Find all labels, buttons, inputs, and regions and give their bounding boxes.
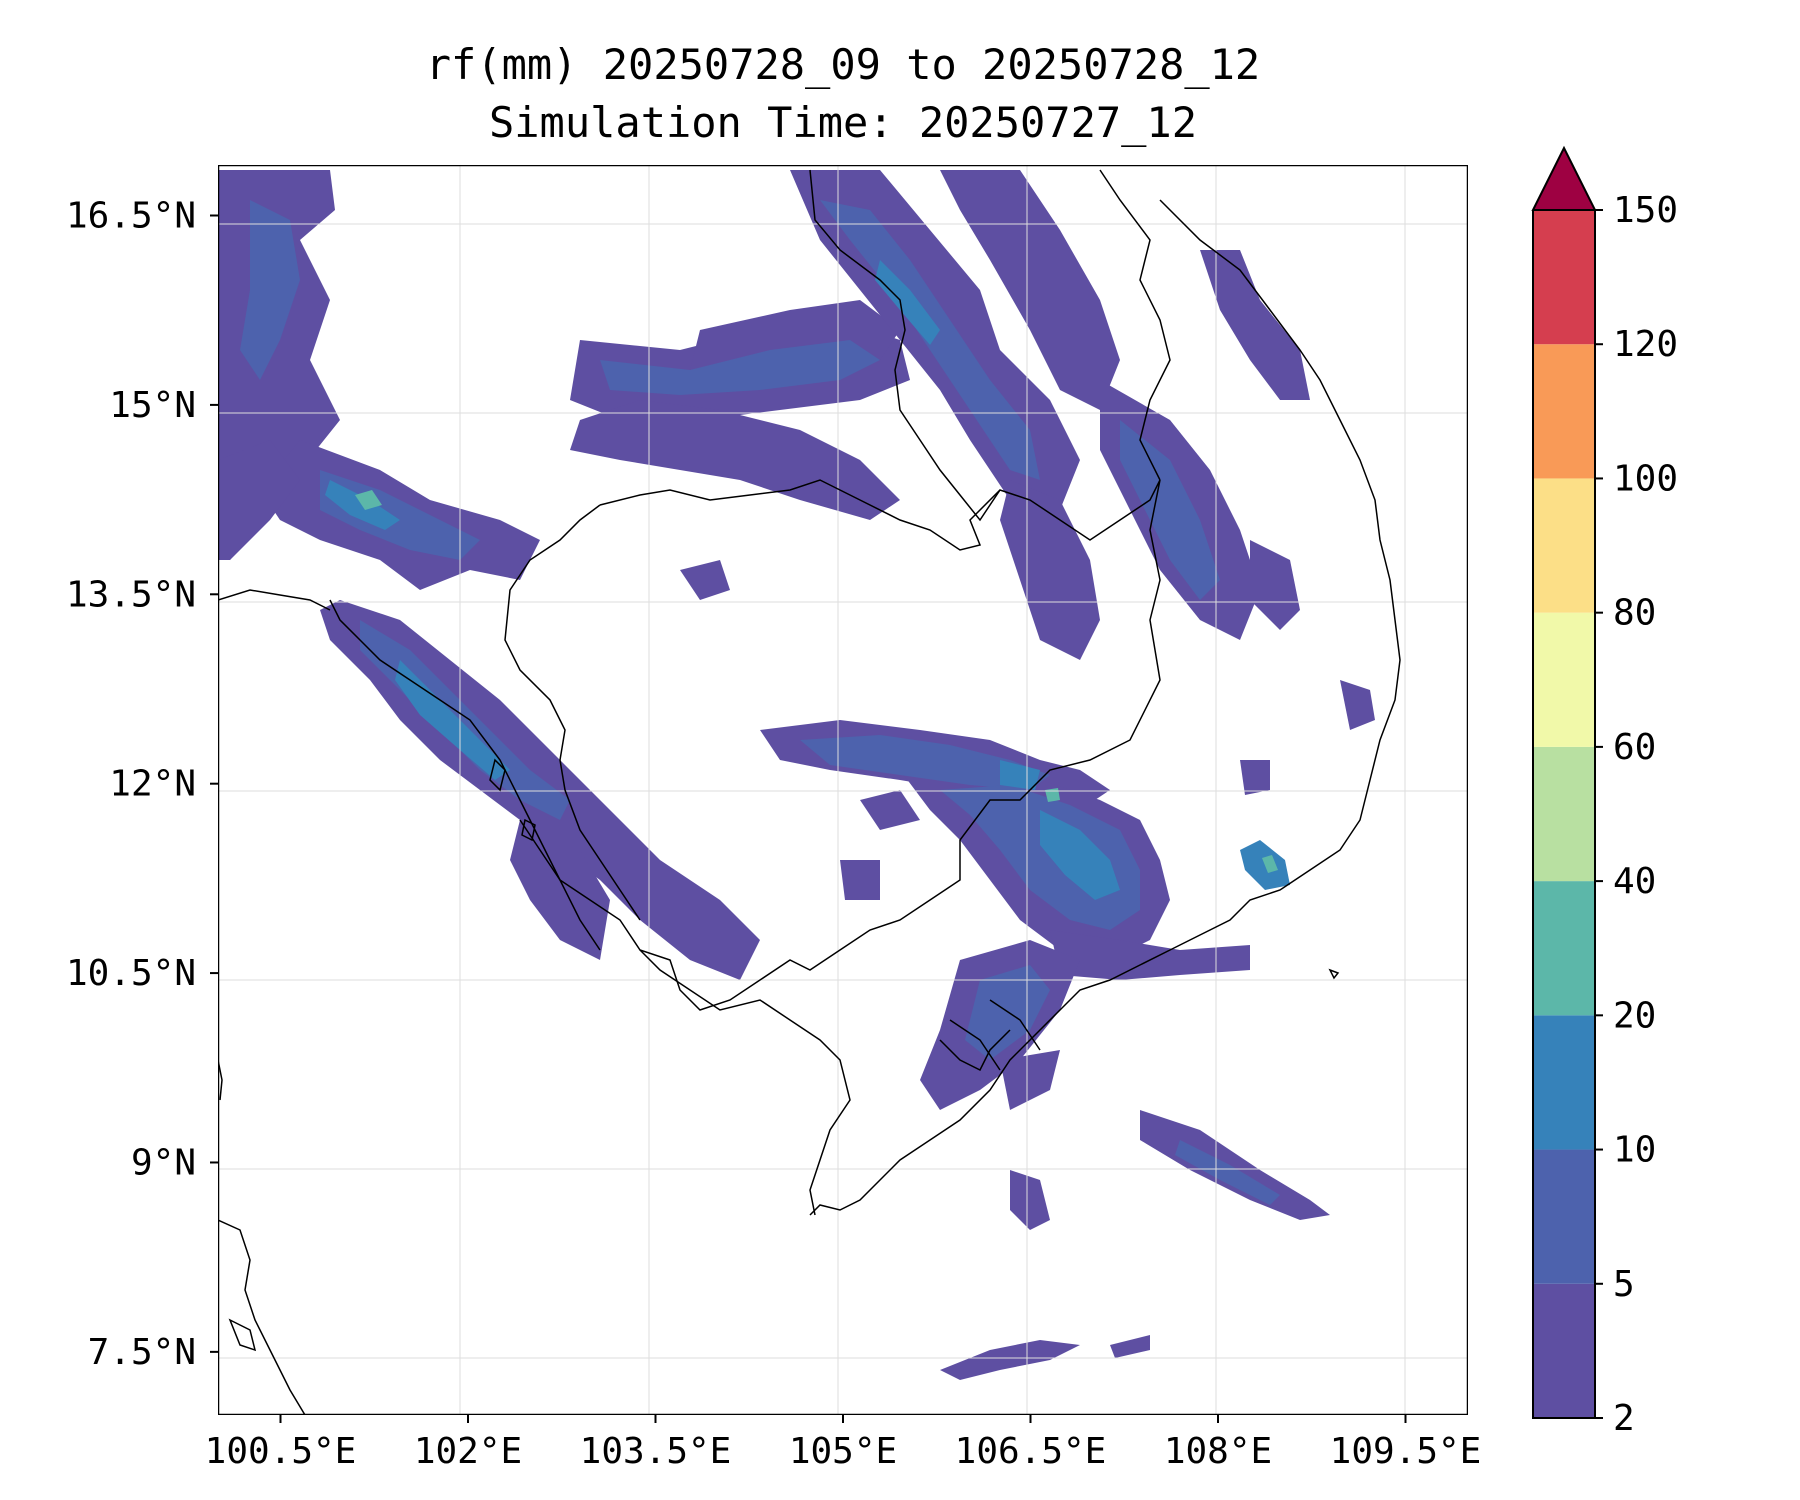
gulf-coast-cambodia	[639, 949, 851, 1216]
colorbar-tick-label: 40	[1613, 861, 1656, 902]
colorbar-tick-label: 150	[1613, 190, 1678, 231]
thailand-gulf-west	[218, 1219, 306, 1415]
rain-band-west-edge	[218, 440, 300, 560]
gulf-island-south	[228, 1318, 257, 1352]
rain-band-small-east-2	[1340, 680, 1375, 730]
rain-band-central-upper	[570, 400, 900, 520]
island-1	[489, 758, 506, 792]
y-tick-label: 12°N	[109, 764, 196, 805]
colorbar-tick-label: 60	[1613, 727, 1656, 768]
rain-band-sea-south-2	[1110, 1335, 1150, 1358]
rain-band-sea-small-1	[1010, 1170, 1050, 1230]
rain-peak-south	[1000, 760, 1040, 790]
map-subtitle: Simulation Time: 20250727_12	[488, 98, 1197, 147]
thailand-cambodia-border	[504, 504, 641, 921]
y-tick-label: 15°N	[109, 385, 196, 426]
colorbar-segment	[1533, 1015, 1595, 1150]
colorbar-tick-label: 120	[1613, 324, 1678, 365]
delta-channel-2	[989, 999, 1041, 1051]
laos-border	[809, 169, 1001, 522]
y-tick-label: 10.5°N	[66, 953, 196, 994]
rain-core-north-central	[600, 340, 880, 395]
rain-band-gulf-coast	[510, 820, 610, 960]
colorbar-tick-label: 10	[1613, 1130, 1656, 1171]
cambodia-border	[519, 479, 1161, 1011]
rain-peak-northeast	[875, 260, 940, 345]
map-gridlines	[218, 165, 1468, 1415]
rain-band-delta-2	[1000, 1050, 1060, 1110]
colorbar-tick-label: 2	[1613, 1398, 1635, 1439]
rain-max-east	[1262, 855, 1278, 873]
y-tick-label: 9°N	[131, 1142, 196, 1183]
thailand-north-border	[218, 589, 331, 611]
rain-core-east	[1120, 420, 1220, 600]
colorbar-tick-label: 20	[1613, 995, 1656, 1036]
colorbar-frame	[1532, 210, 1596, 1419]
colorbar-segment	[1533, 344, 1595, 479]
x-tick-label: 109.5°E	[1330, 1431, 1482, 1472]
rain-max-west	[355, 490, 382, 510]
island-3	[1328, 968, 1340, 980]
rain-band-mid	[1000, 480, 1100, 660]
x-tick-label: 100.5°E	[205, 1431, 357, 1472]
rain-core-west-diag	[320, 470, 480, 560]
x-tick-label: 106.5°E	[955, 1431, 1107, 1472]
rain-core-central-south	[800, 735, 1050, 790]
thailand-east-coast	[329, 599, 601, 951]
rain-band-sea-southeast	[1140, 1110, 1330, 1220]
colorbar-segment	[1533, 881, 1595, 1016]
island-2	[521, 818, 536, 842]
colorbar-segment	[1533, 1149, 1595, 1284]
colorbar: 2 5 10 20 40 60 80 100 120 150	[1531, 145, 1678, 1439]
map-panel	[218, 165, 1468, 1415]
mekong-delta-coast	[939, 1029, 1011, 1072]
rain-band-northeast-2	[940, 170, 1120, 410]
rain-band-small-east	[1240, 760, 1270, 795]
rain-core-sea	[1175, 1140, 1280, 1205]
rain-band-small-center-3	[860, 790, 920, 830]
rain-core-northwest	[240, 200, 300, 380]
rain-peak-southeast	[1040, 810, 1120, 900]
x-tick-label: 103.5°E	[580, 1431, 732, 1472]
x-tick-label: 108°E	[1164, 1431, 1272, 1472]
colorbar-tick-label: 5	[1613, 1264, 1635, 1305]
colorbar-tick-label: 100	[1613, 458, 1678, 499]
y-tick-label: 7.5°N	[88, 1332, 196, 1373]
rain-band-east-2	[1200, 250, 1310, 400]
x-tick-label: 105°E	[789, 1431, 897, 1472]
colorbar-segment	[1533, 746, 1595, 882]
rain-band-small-center-1	[680, 560, 730, 600]
x-tick-label: 102°E	[414, 1431, 522, 1472]
y-tick-label: 16.5°N	[66, 196, 196, 237]
colorbar-segment	[1533, 478, 1595, 613]
rain-core-west-coast	[360, 620, 570, 820]
colorbar-segment	[1533, 612, 1595, 747]
delta-channel-1	[949, 1019, 1001, 1071]
colorbar-segment	[1533, 1283, 1595, 1418]
x-axis: 100.5°E 102°E 103.5°E 105°E 106.5°E 108°E 109.…	[205, 1415, 1482, 1472]
vietnam-laos-border	[1099, 169, 1171, 481]
coastlines-borders	[218, 169, 1401, 1415]
rain-band-small-center-2	[840, 860, 880, 900]
thailand-west-edge	[218, 1059, 223, 1101]
map-title: rf(mm) 20250728_09 to 20250728_12	[425, 40, 1261, 89]
rain-band-southeast-coast	[1050, 930, 1250, 980]
y-axis: 16.5°N 15°N 13.5°N 12°N 10.5°N 9°N 7.5°N	[66, 196, 218, 1373]
y-tick-label: 13.5°N	[66, 574, 196, 615]
rain-band-east-3	[1250, 540, 1300, 630]
colorbar-extend-arrow	[1531, 145, 1597, 211]
rain-band-sea-south	[940, 1340, 1080, 1380]
vietnam-coast	[809, 199, 1401, 1216]
colorbar-tick-label: 80	[1613, 593, 1656, 634]
colorbar-segment	[1533, 210, 1595, 345]
